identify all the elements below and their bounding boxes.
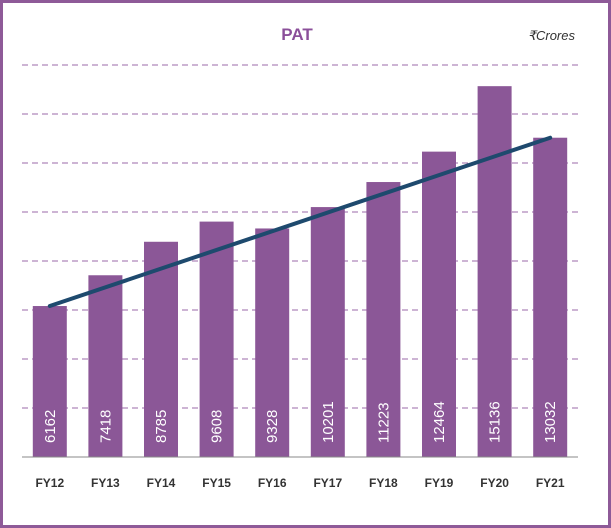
bar-fy14: [144, 241, 178, 457]
bar-value-label: 13032: [542, 401, 559, 443]
bar-value-label: 10201: [320, 401, 337, 443]
bar-value-label: 12464: [431, 401, 448, 443]
bar-value-label: 9608: [209, 410, 226, 443]
unit-label: ₹Crores: [528, 28, 576, 43]
bar-fy17: [310, 207, 345, 457]
x-tick-label: FY13: [91, 476, 120, 490]
bar-fy21: [533, 137, 568, 457]
chart-title: PAT: [281, 25, 313, 44]
x-tick-labels: FY12 FY13 FY14 FY15 FY16 FY17 FY18 FY19 FY20 FY21: [35, 476, 564, 490]
trendline: [47, 135, 553, 309]
bar-fy15: [199, 221, 234, 457]
x-tick-label: FY12: [35, 476, 64, 490]
bar-fy20: [477, 86, 512, 457]
x-tick-label: FY18: [369, 476, 398, 490]
bar-value-labels: 6162 7418 8785 9608 9328 10201 11223 12464 15136…: [42, 401, 559, 443]
bar-fy16: [255, 228, 290, 457]
bars: [32, 86, 568, 457]
bar-value-label: 15136: [487, 401, 504, 443]
bar-value-label: 11223: [375, 402, 392, 443]
bar-value-label: 8785: [153, 410, 170, 443]
bar-fy19: [422, 151, 456, 457]
bar-value-label: 6162: [42, 410, 59, 443]
x-tick-label: FY16: [258, 476, 287, 490]
x-tick-label: FY21: [536, 476, 565, 490]
x-tick-label: FY19: [425, 476, 454, 490]
bar-fy12: [32, 306, 67, 457]
x-tick-label: FY20: [480, 476, 509, 490]
x-tick-label: FY14: [147, 476, 176, 490]
x-tick-label: FY17: [313, 476, 342, 490]
bar-value-label: 9328: [264, 410, 281, 443]
trendline-group: [47, 135, 553, 309]
bar-fy13: [88, 275, 123, 457]
bar-fy18: [366, 182, 401, 457]
x-tick-label: FY15: [202, 476, 231, 490]
bar-value-label: 7418: [97, 410, 114, 443]
